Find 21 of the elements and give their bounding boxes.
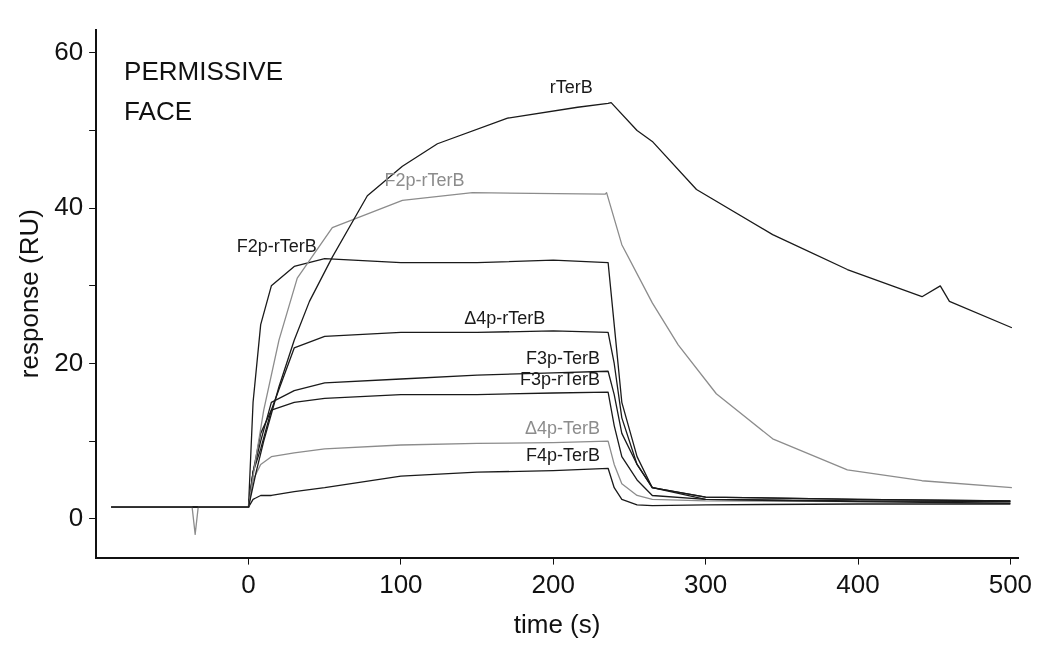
series-label: Δ4p-TerB: [525, 418, 601, 439]
series-label: F2p-rTerB: [384, 169, 465, 190]
x-tick-label: 0: [241, 569, 256, 600]
series-label: Δ4p-rTerB: [464, 307, 546, 328]
series-label: F2p-rTerB: [236, 235, 317, 256]
y-axis-title: response (RU): [13, 209, 44, 379]
x-axis-title: time (s): [513, 608, 601, 639]
x-tick-label: 200: [531, 569, 575, 600]
series-label: F3p-TerB: [526, 348, 601, 369]
y-tick-label: 40: [54, 191, 84, 222]
x-tick-label: 300: [683, 569, 728, 600]
x-tick-label: 500: [988, 569, 1033, 600]
x-tick-label: 400: [836, 569, 880, 600]
series-label: F4p-TerB: [526, 445, 601, 466]
y-tick-label: 60: [54, 36, 84, 67]
y-tick-label: 20: [54, 346, 84, 377]
x-tick-label: 100: [379, 569, 423, 600]
series-label: F3p-rTerB: [520, 369, 601, 390]
annotation: PERMISSIVE FACE: [124, 55, 284, 126]
y-tick-label: 0: [68, 501, 84, 532]
series-label: rTerB: [549, 76, 593, 97]
